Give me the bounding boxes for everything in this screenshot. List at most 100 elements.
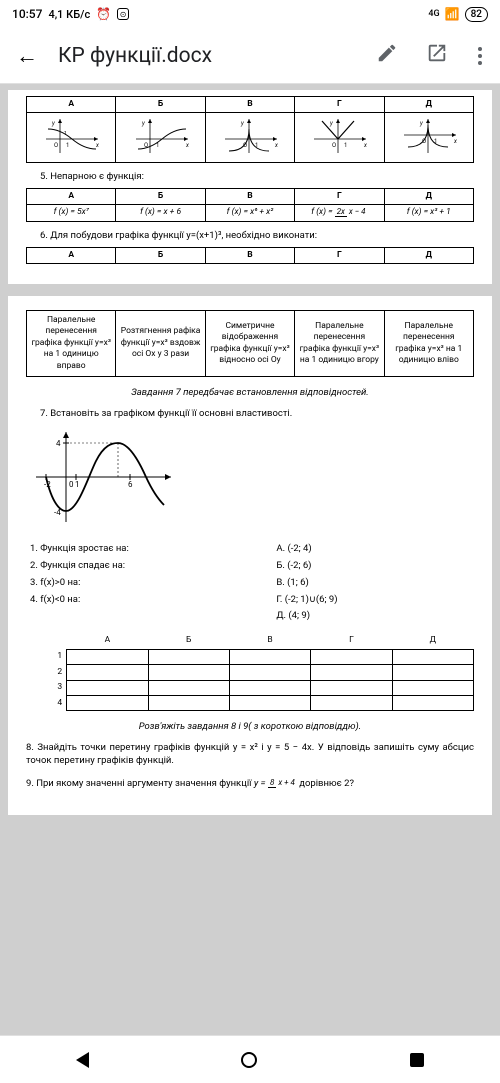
q6-header-table: А Б В Г Д [26, 247, 474, 264]
q6-prompt: 6. Для побудови графіка функції y=(x+1)³… [26, 230, 474, 243]
q6-col-v: В [205, 247, 294, 263]
q4-graph-v: O1xy [205, 113, 294, 162]
svg-text:O: O [54, 142, 58, 149]
q7g-r1: 1 [26, 649, 67, 664]
svg-text:y: y [141, 120, 145, 127]
svg-text:y: y [419, 120, 423, 127]
q7-r1: А. (-2; 4) [272, 541, 474, 558]
q4-graph-g: O 1 x y [295, 113, 384, 162]
page-1: А Б В Г Д O1xy1 O1xy O1xy O1xy O1xy 5. Н… [8, 90, 492, 284]
q7-r4: Г. (-2; 1)∪(6; 9) [272, 592, 474, 609]
svg-text:-2: -2 [44, 480, 51, 489]
q5-cell-v: f (x) = x⁶ + x² [205, 205, 294, 221]
svg-text:x: x [453, 138, 457, 145]
q7-r5: Д. (4; 9) [272, 608, 474, 625]
q7g-ca: А [67, 633, 148, 649]
q6-col-d: Д [384, 247, 473, 263]
q4-col-b: Б [116, 97, 205, 113]
svg-text:y: y [240, 120, 244, 127]
q7g-cg: Г [311, 633, 392, 649]
q8-text: 8. Знайдіть точки перетину графіків функ… [26, 742, 474, 768]
svg-text:1: 1 [344, 142, 347, 149]
q5-table: А Б В Г Д f (x) = 5x⁷ f (x) = x + 6 f (x… [26, 188, 474, 222]
net-speed: 4,1 КБ/с [48, 8, 90, 21]
q6b-a: Паралельне перенесення графіка функції y… [27, 310, 116, 376]
q7-prompt: 7. Встановіть за графіком функції її осн… [26, 408, 474, 421]
q5-frac-n: 2x [335, 207, 347, 217]
q7-graph: -2016 4-4 [26, 427, 474, 531]
battery-level: 82 [465, 7, 488, 22]
q5-col-v: В [205, 188, 294, 204]
q9-text: 9. При якому значенні аргументу значення… [26, 778, 474, 791]
q5-col-a: А [27, 188, 116, 204]
q9-t2: дорівнює 2? [299, 778, 354, 789]
edit-button[interactable] [368, 34, 406, 77]
q4-graph-a: O1xy1 [27, 113, 116, 162]
q7g-cv: В [229, 633, 310, 649]
q7-l2: 2. Функція спадає на: [26, 558, 272, 575]
q6b-g: Паралельне перенесення графіка функції y… [295, 310, 384, 376]
q4-col-v: В [205, 97, 294, 113]
q9-eqd: x + 4 [276, 778, 297, 787]
nav-back-button[interactable] [76, 1052, 89, 1068]
q4-graph-d: O1xy [384, 113, 473, 162]
q5-col-d: Д [384, 188, 473, 204]
q6b-v: Симетричне відображення графіка функції … [205, 310, 294, 376]
status-left: 10:57 4,1 КБ/с ⏰ ⊙ [12, 7, 129, 21]
nav-recents-button[interactable] [410, 1053, 424, 1067]
q7-l4: 4. f(x)<0 на: [26, 592, 272, 609]
network-type: 4G [428, 9, 439, 19]
q9-eql: y = [254, 778, 266, 789]
overflow-menu-button[interactable] [468, 39, 492, 73]
back-button[interactable]: ← [8, 35, 46, 77]
svg-text:1: 1 [75, 480, 80, 489]
q4-graph-b: O1xy [116, 113, 205, 162]
q7g-cb: Б [148, 633, 229, 649]
q4-col-a: А [27, 97, 116, 113]
svg-text:4: 4 [56, 439, 61, 448]
svg-text:x: x [185, 142, 189, 149]
navigation-bar [0, 1035, 500, 1083]
q5-col-g: Г [295, 188, 384, 204]
svg-text:x: x [274, 142, 278, 149]
q5-frac-eq: f (x) = [311, 207, 332, 217]
open-external-button[interactable] [418, 34, 456, 77]
status-bar: 10:57 4,1 КБ/с ⏰ ⊙ 4G 📶 82 [0, 0, 500, 28]
svg-text:0: 0 [69, 480, 74, 489]
q6-col-g: Г [295, 247, 384, 263]
document-viewport[interactable]: А Б В Г Д O1xy1 O1xy O1xy O1xy O1xy 5. Н… [0, 84, 500, 1035]
q6b-d: Паралельне перенесення графіка y=x³ на 1… [384, 310, 473, 376]
note-7: Завдання 7 передбачає встановлення відпо… [26, 387, 474, 400]
note-89: Розв'яжіть завдання 8 і 9( з короткою ві… [26, 721, 474, 734]
svg-text:y: y [329, 120, 333, 127]
svg-text:1: 1 [66, 142, 69, 149]
nav-home-button[interactable] [241, 1052, 257, 1068]
alarm-icon: ⏰ [96, 7, 111, 21]
q5-cell-g: f (x) = 2xx − 4 [295, 205, 384, 221]
svg-text:O: O [332, 142, 336, 149]
document-title: КР функції.docx [58, 44, 356, 68]
q5-frac-d: x − 4 [347, 207, 368, 216]
q5-col-b: Б [116, 188, 205, 204]
q7g-r3: 3 [26, 680, 67, 695]
q4-col-g: Г [295, 97, 384, 113]
q9-t1: 9. При якому значенні аргументу значення… [26, 778, 254, 789]
q7-r3: В. (1; 6) [272, 575, 474, 592]
q6-col-a: А [27, 247, 116, 263]
clock: 10:57 [12, 7, 42, 21]
svg-text:-4: -4 [54, 508, 61, 517]
svg-text:y: y [51, 120, 55, 127]
q6-col-b: Б [116, 247, 205, 263]
status-right: 4G 📶 82 [428, 7, 488, 22]
q7-properties: 1. Функція зростає на:А. (-2; 4) 2. Функ… [26, 541, 474, 625]
q7-l3: 3. f(x)>0 на: [26, 575, 272, 592]
app-icon: ⊙ [117, 8, 129, 20]
q5-cell-b: f (x) = x + 6 [116, 205, 205, 221]
svg-text:x: x [363, 142, 367, 149]
app-bar: ← КР функції.docx [0, 28, 500, 84]
svg-text:x: x [95, 142, 99, 149]
q5-cell-d: f (x) = x³ + 1 [384, 205, 473, 221]
q7g-r4: 4 [26, 696, 67, 711]
q6-body-table: Паралельне перенесення графіка функції y… [26, 310, 474, 377]
q4-graph-table: А Б В Г Д O1xy1 O1xy O1xy O1xy O1xy [26, 96, 474, 163]
